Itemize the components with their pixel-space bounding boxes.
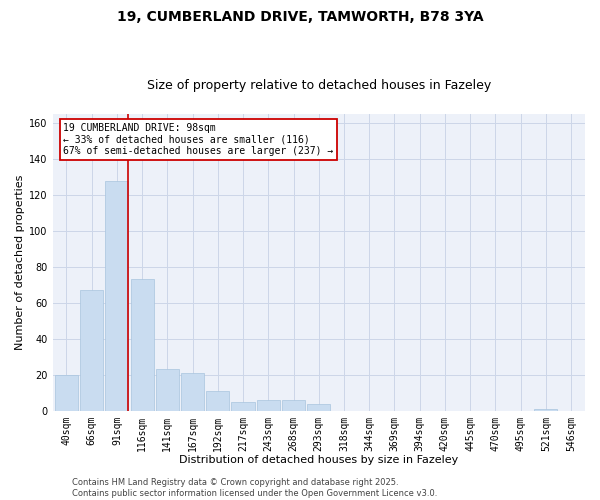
Bar <box>534 409 557 410</box>
Bar <box>282 400 305 410</box>
Bar <box>105 180 128 410</box>
Bar <box>80 290 103 410</box>
Bar <box>55 375 78 410</box>
Bar <box>307 404 331 410</box>
Bar <box>131 280 154 410</box>
Bar <box>232 402 254 410</box>
X-axis label: Distribution of detached houses by size in Fazeley: Distribution of detached houses by size … <box>179 455 458 465</box>
Title: Size of property relative to detached houses in Fazeley: Size of property relative to detached ho… <box>146 79 491 92</box>
Bar <box>206 391 229 410</box>
Bar <box>156 370 179 410</box>
Bar <box>181 373 204 410</box>
Bar <box>257 400 280 410</box>
Text: 19, CUMBERLAND DRIVE, TAMWORTH, B78 3YA: 19, CUMBERLAND DRIVE, TAMWORTH, B78 3YA <box>116 10 484 24</box>
Text: Contains HM Land Registry data © Crown copyright and database right 2025.
Contai: Contains HM Land Registry data © Crown c… <box>72 478 437 498</box>
Y-axis label: Number of detached properties: Number of detached properties <box>15 174 25 350</box>
Text: 19 CUMBERLAND DRIVE: 98sqm
← 33% of detached houses are smaller (116)
67% of sem: 19 CUMBERLAND DRIVE: 98sqm ← 33% of deta… <box>63 123 334 156</box>
